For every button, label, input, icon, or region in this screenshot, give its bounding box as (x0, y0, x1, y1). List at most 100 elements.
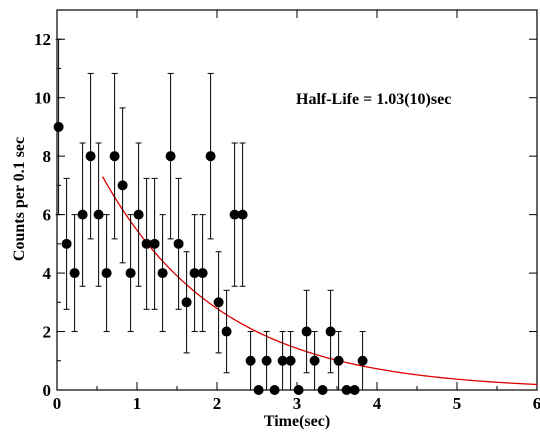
data-point (357, 331, 368, 391)
x-tick-label: 6 (533, 394, 540, 413)
x-tick-label: 0 (53, 394, 62, 413)
fit-curve-group (102, 176, 538, 386)
data-marker (293, 385, 304, 395)
data-point (237, 142, 248, 287)
data-marker (325, 326, 336, 337)
x-axis-ticks: 0 1 2 3 4 5 6 (53, 10, 540, 413)
data-point (149, 177, 160, 310)
data-marker (53, 121, 64, 132)
data-marker (173, 238, 184, 249)
data-marker (229, 209, 240, 220)
data-marker (349, 385, 360, 395)
data-point (117, 107, 128, 264)
data-marker (85, 151, 96, 162)
data-point (277, 331, 288, 391)
data-point (341, 385, 352, 395)
y-tick-label: 10 (34, 89, 51, 108)
data-point (53, 38, 64, 216)
data-point (101, 214, 112, 333)
x-tick-label: 2 (213, 394, 222, 413)
fit-curve (102, 176, 538, 386)
data-point (133, 142, 144, 287)
data-marker (61, 238, 72, 249)
data-marker (125, 268, 136, 279)
y-tick-label: 4 (43, 264, 52, 283)
data-marker (157, 268, 168, 279)
y-axis-ticks: 0 2 4 6 8 10 12 (34, 30, 537, 400)
x-tick-label: 4 (373, 394, 382, 413)
data-marker (149, 238, 160, 249)
data-point (77, 142, 88, 287)
data-points-group (53, 38, 368, 395)
data-marker (277, 355, 288, 366)
data-marker (237, 209, 248, 220)
data-point (93, 142, 104, 287)
data-point (157, 214, 168, 333)
data-point (109, 72, 120, 240)
data-marker (213, 297, 224, 308)
data-marker (141, 238, 152, 249)
data-point (261, 331, 272, 391)
data-point (245, 331, 256, 391)
data-point (85, 72, 96, 240)
y-tick-label: 0 (43, 381, 52, 400)
data-point (205, 72, 216, 240)
data-marker (133, 209, 144, 220)
data-point (165, 72, 176, 240)
data-point (253, 385, 264, 395)
data-point (189, 214, 200, 333)
x-axis-title: Time(sec) (264, 413, 330, 430)
data-marker (181, 297, 192, 308)
data-marker (165, 151, 176, 162)
plot-frame (56, 9, 538, 391)
plot-frame-rect (56, 9, 538, 391)
data-marker (301, 326, 312, 337)
half-life-annotation: Half-Life = 1.03(10)sec (296, 91, 451, 108)
y-tick-label: 8 (43, 147, 52, 166)
data-marker (357, 355, 368, 366)
data-point (349, 385, 360, 395)
data-marker (197, 268, 208, 279)
data-point (173, 177, 184, 310)
data-marker (101, 268, 112, 279)
x-tick-label: 1 (133, 394, 142, 413)
data-point (69, 214, 80, 333)
data-marker (333, 355, 344, 366)
x-tick-label: 5 (453, 394, 462, 413)
data-marker (317, 385, 328, 395)
data-point (221, 289, 232, 374)
data-point (125, 214, 136, 333)
data-point (309, 331, 320, 391)
data-point (333, 331, 344, 391)
data-point (181, 251, 192, 354)
data-marker (261, 355, 272, 366)
data-point (213, 251, 224, 354)
y-tick-label: 6 (43, 206, 52, 225)
x-tick-label: 3 (293, 394, 302, 413)
data-marker (245, 355, 256, 366)
y-axis-title: Counts per 0.1 sec (11, 137, 28, 261)
data-marker (285, 355, 296, 366)
data-point (197, 214, 208, 333)
data-point (317, 385, 328, 395)
data-marker (189, 268, 200, 279)
data-marker (109, 151, 120, 162)
data-point (61, 177, 72, 310)
data-point (269, 385, 280, 395)
data-point (141, 177, 152, 310)
data-marker (341, 385, 352, 395)
y-tick-label: 12 (34, 30, 51, 49)
data-marker (69, 268, 80, 279)
data-point (293, 385, 304, 395)
data-marker (77, 209, 88, 220)
data-point (325, 289, 336, 374)
data-marker (309, 355, 320, 366)
data-point (229, 142, 240, 287)
data-point (301, 289, 312, 374)
data-marker (117, 180, 128, 191)
data-marker (93, 209, 104, 220)
data-marker (205, 151, 216, 162)
data-point (285, 331, 296, 391)
data-marker (221, 326, 232, 337)
